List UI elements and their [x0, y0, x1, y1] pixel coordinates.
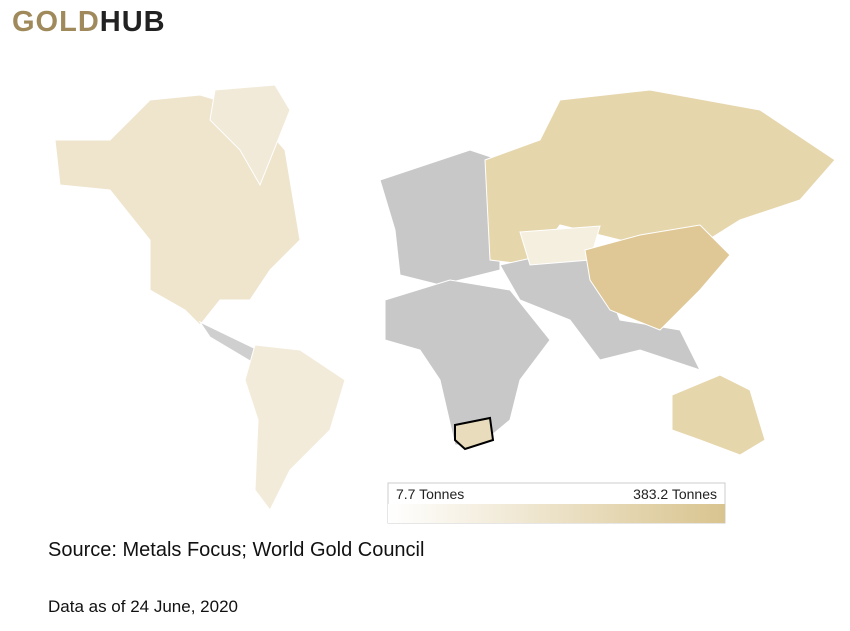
south-africa — [454, 416, 495, 451]
legend-max: 383.2 Tonnes — [633, 486, 717, 502]
source: Source: Metals Focus; World Gold Council — [48, 539, 424, 561]
australia — [671, 374, 766, 456]
legend-min: 7.7 Tonnes — [396, 486, 464, 502]
logo-hub: HUB — [100, 6, 166, 38]
data-date: Data as of 24 June, 2020 — [48, 597, 238, 616]
africa — [384, 279, 551, 446]
logo-gold: GOLD — [12, 6, 100, 38]
europe — [379, 149, 501, 286]
logo: GOLDHUB — [12, 6, 166, 38]
north-america — [54, 94, 301, 326]
greenland — [209, 84, 291, 187]
south-america — [244, 344, 346, 511]
legend: 7.7 Tonnes 383.2 Tonnes — [387, 482, 726, 524]
china — [584, 224, 731, 331]
color-scale — [388, 504, 725, 523]
world-map — [54, 84, 836, 511]
